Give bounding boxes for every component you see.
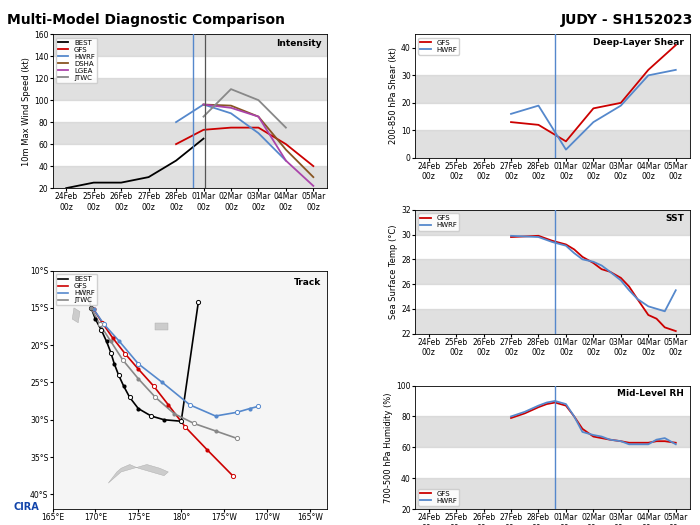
Polygon shape — [65, 513, 121, 525]
Text: Intensity: Intensity — [276, 39, 321, 48]
Polygon shape — [72, 308, 80, 323]
Text: Mid-Level RH: Mid-Level RH — [617, 389, 684, 398]
Text: SST: SST — [665, 214, 684, 223]
Bar — [415, 210, 690, 235]
Legend: GFS, HWRF: GFS, HWRF — [419, 489, 459, 506]
Bar — [52, 34, 327, 56]
Bar — [415, 130, 690, 158]
Y-axis label: 10m Max Wind Speed (kt): 10m Max Wind Speed (kt) — [22, 57, 31, 165]
Text: CIRA: CIRA — [14, 502, 40, 512]
Bar — [52, 78, 327, 100]
Y-axis label: 700-500 hPa Humidity (%): 700-500 hPa Humidity (%) — [384, 392, 393, 502]
Bar — [415, 309, 690, 333]
Polygon shape — [155, 323, 168, 330]
Legend: BEST, GFS, HWRF, DSHA, LGEA, JTWC: BEST, GFS, HWRF, DSHA, LGEA, JTWC — [56, 38, 97, 83]
Y-axis label: Sea Surface Temp (°C): Sea Surface Temp (°C) — [389, 225, 398, 319]
Text: Deep-Layer Shear: Deep-Layer Shear — [593, 38, 684, 47]
Legend: BEST, GFS, HWRF, JTWC: BEST, GFS, HWRF, JTWC — [56, 274, 97, 306]
Bar — [415, 259, 690, 284]
Bar — [415, 478, 690, 509]
Bar — [52, 122, 327, 144]
Legend: GFS, HWRF: GFS, HWRF — [419, 213, 459, 230]
Bar — [52, 166, 327, 188]
Text: JUDY - SH152023: JUDY - SH152023 — [561, 13, 693, 27]
Y-axis label: 200-850 hPa Shear (kt): 200-850 hPa Shear (kt) — [389, 48, 398, 144]
Polygon shape — [108, 465, 168, 483]
Legend: GFS, HWRF: GFS, HWRF — [419, 38, 459, 55]
Bar — [415, 416, 690, 447]
Bar — [415, 76, 690, 103]
Text: Multi-Model Diagnostic Comparison: Multi-Model Diagnostic Comparison — [7, 13, 285, 27]
Text: Track: Track — [294, 278, 321, 287]
